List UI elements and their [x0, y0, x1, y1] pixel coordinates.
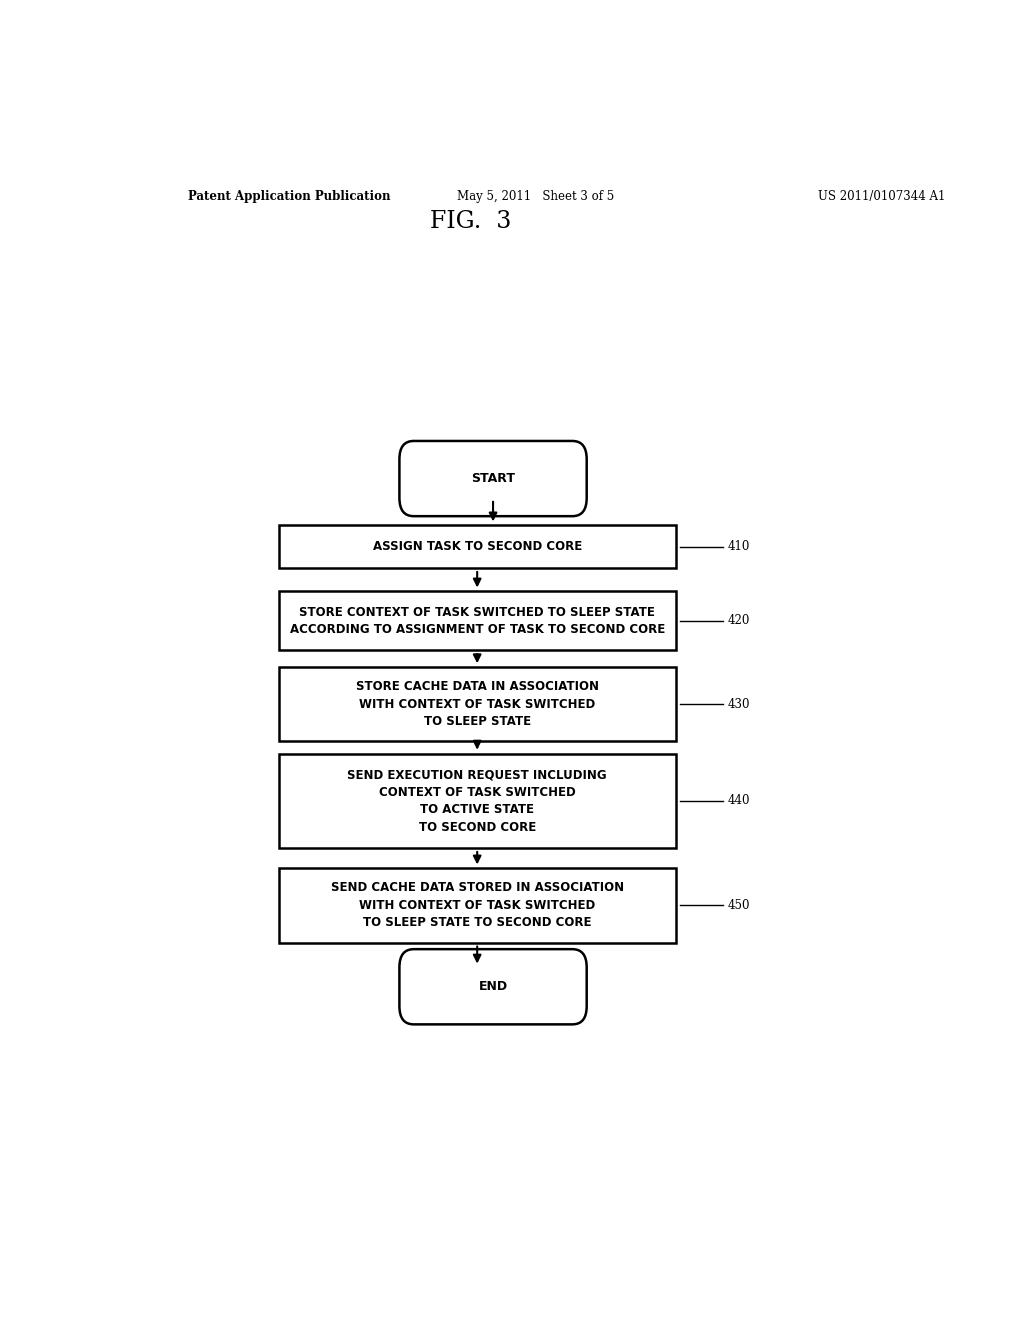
FancyBboxPatch shape	[279, 525, 676, 568]
Text: END: END	[478, 981, 508, 993]
Text: START: START	[471, 473, 515, 484]
Text: 440: 440	[727, 795, 750, 808]
FancyBboxPatch shape	[399, 441, 587, 516]
Text: FIG.  3: FIG. 3	[430, 210, 511, 232]
Text: STORE CONTEXT OF TASK SWITCHED TO SLEEP STATE
ACCORDING TO ASSIGNMENT OF TASK TO: STORE CONTEXT OF TASK SWITCHED TO SLEEP …	[290, 606, 665, 636]
FancyBboxPatch shape	[279, 591, 676, 651]
FancyBboxPatch shape	[399, 949, 587, 1024]
Text: 430: 430	[727, 698, 750, 710]
Text: SEND CACHE DATA STORED IN ASSOCIATION
WITH CONTEXT OF TASK SWITCHED
TO SLEEP STA: SEND CACHE DATA STORED IN ASSOCIATION WI…	[331, 882, 624, 929]
Text: STORE CACHE DATA IN ASSOCIATION
WITH CONTEXT OF TASK SWITCHED
TO SLEEP STATE: STORE CACHE DATA IN ASSOCIATION WITH CON…	[355, 680, 599, 729]
Text: SEND EXECUTION REQUEST INCLUDING
CONTEXT OF TASK SWITCHED
TO ACTIVE STATE
TO SEC: SEND EXECUTION REQUEST INCLUDING CONTEXT…	[347, 768, 607, 833]
Text: 450: 450	[727, 899, 750, 912]
Text: 410: 410	[727, 540, 750, 553]
Text: ASSIGN TASK TO SECOND CORE: ASSIGN TASK TO SECOND CORE	[373, 540, 582, 553]
Text: Patent Application Publication: Patent Application Publication	[187, 190, 390, 202]
FancyBboxPatch shape	[279, 869, 676, 942]
Text: 420: 420	[727, 614, 750, 627]
Text: May 5, 2011   Sheet 3 of 5: May 5, 2011 Sheet 3 of 5	[458, 190, 614, 202]
FancyBboxPatch shape	[279, 667, 676, 742]
Text: US 2011/0107344 A1: US 2011/0107344 A1	[818, 190, 946, 202]
FancyBboxPatch shape	[279, 754, 676, 847]
